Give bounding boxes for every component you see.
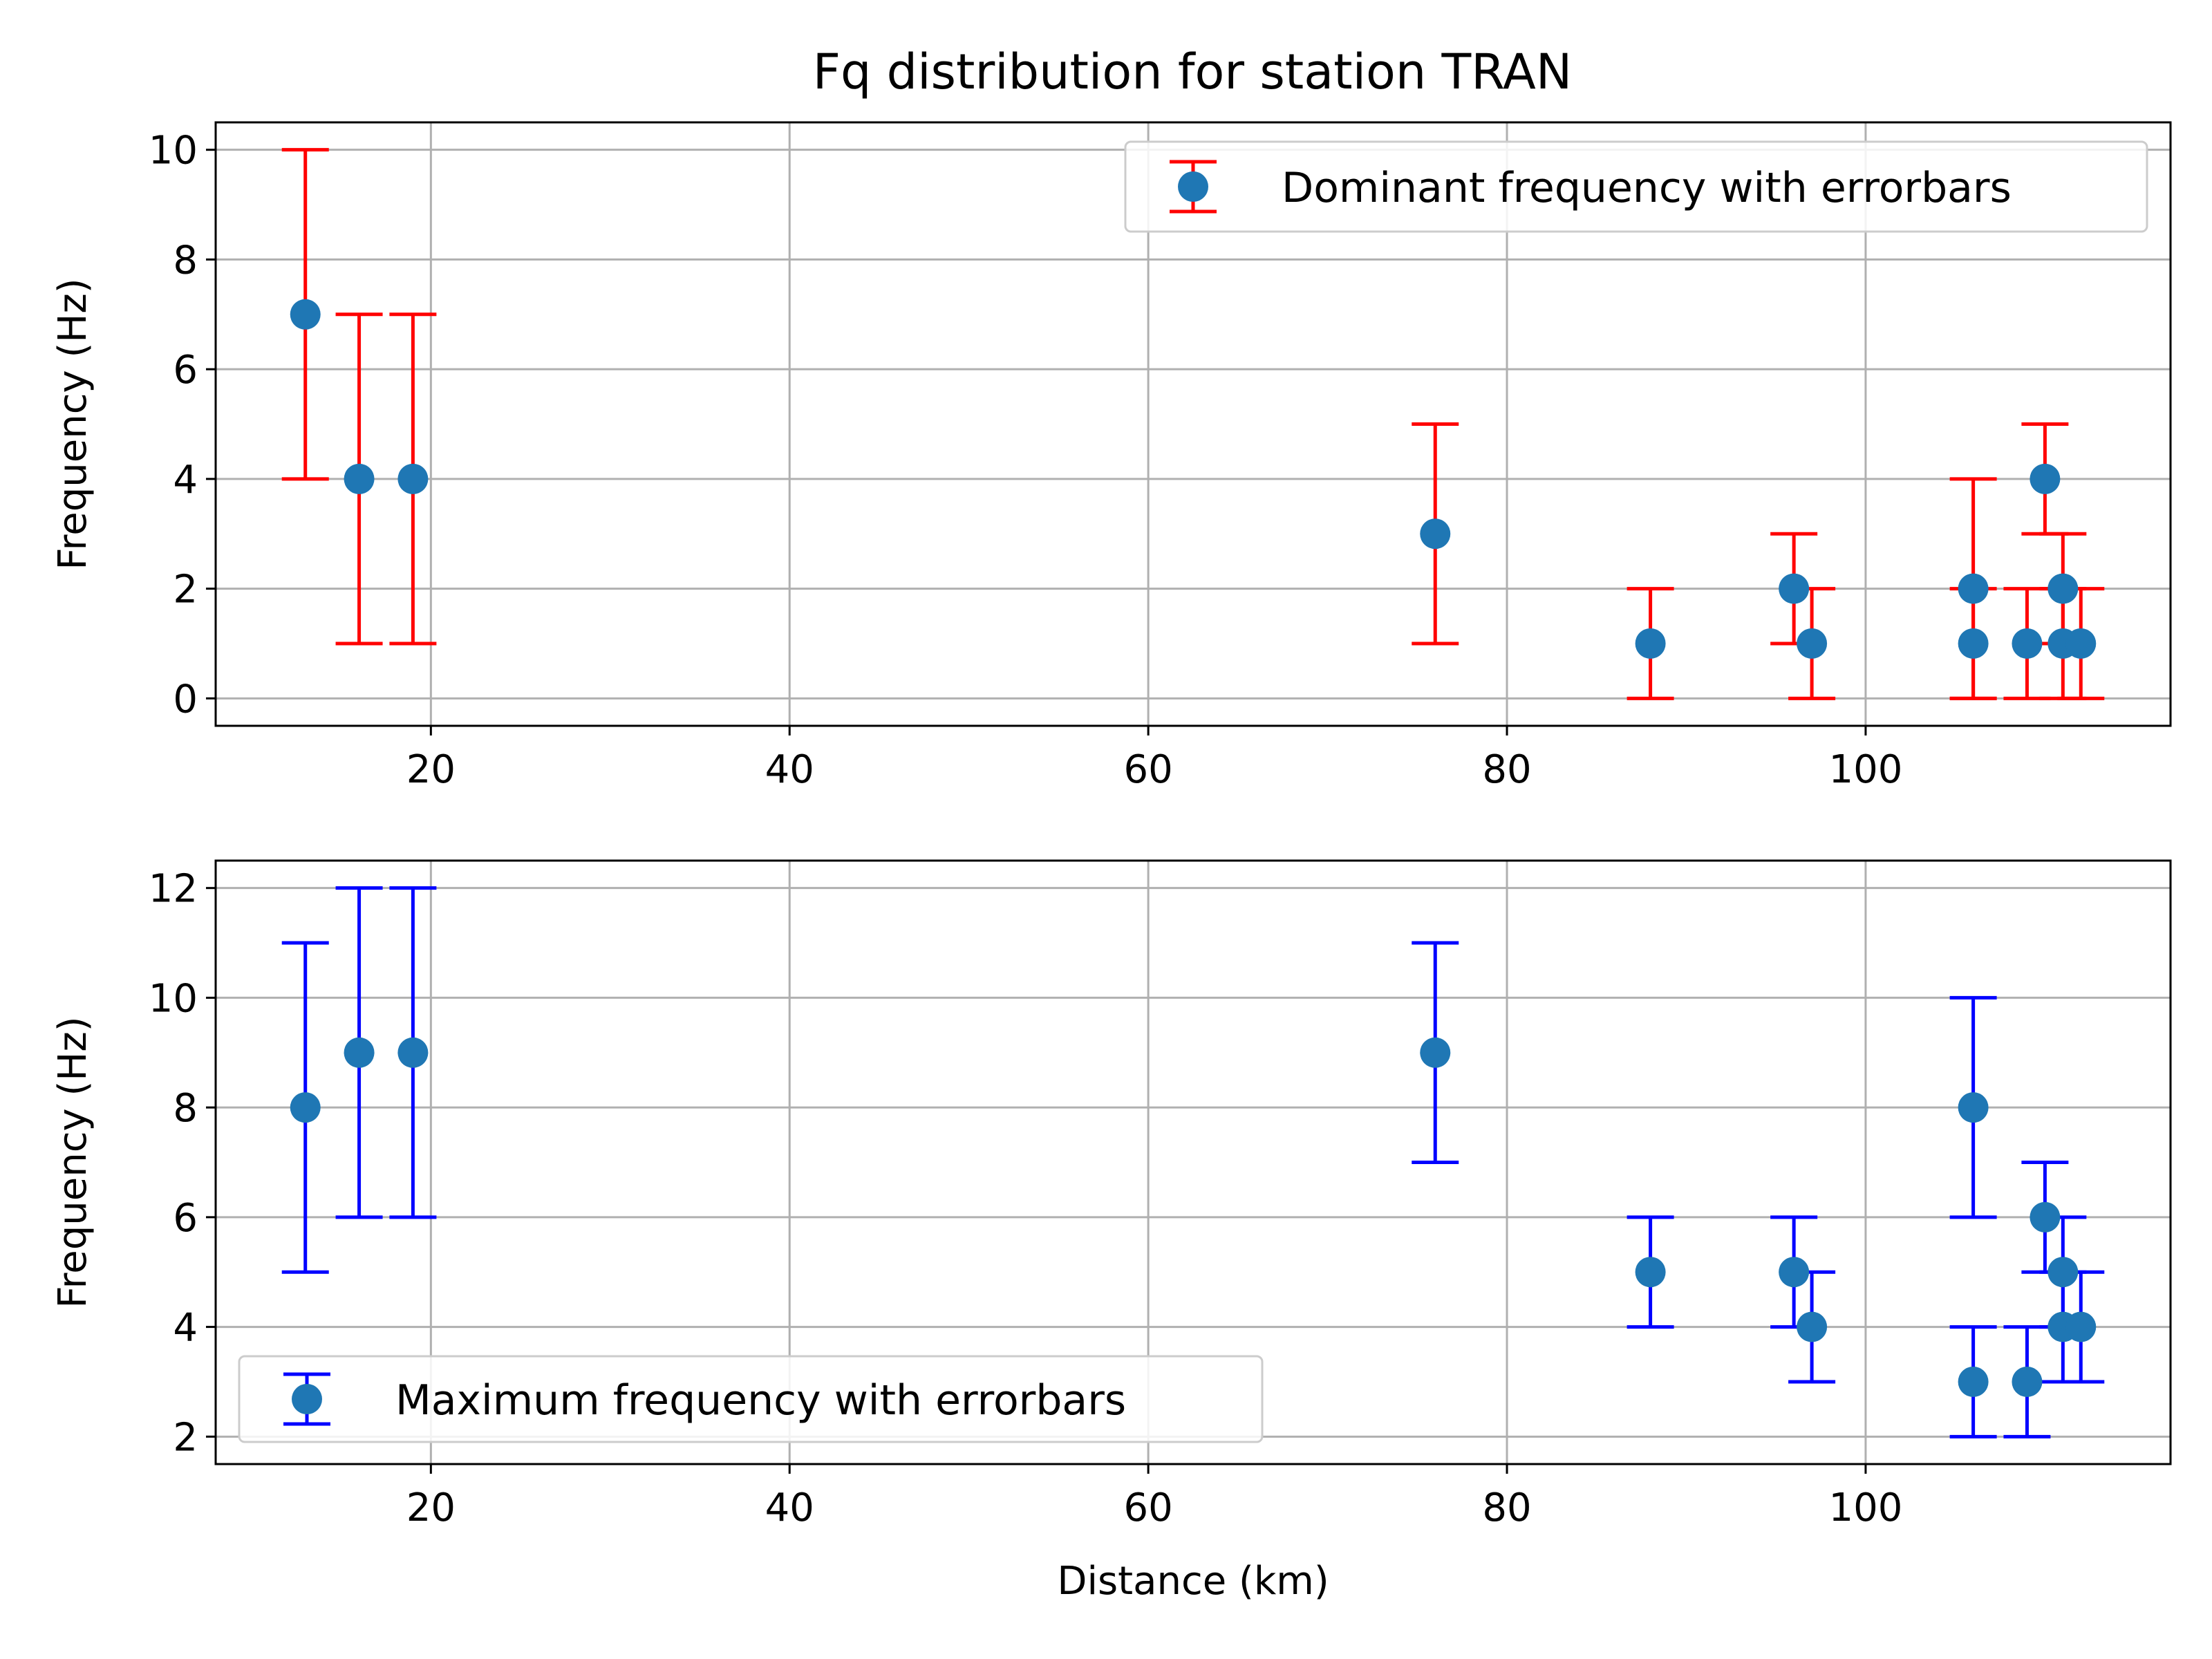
data-point xyxy=(397,1037,429,1068)
y-tick-label: 2 xyxy=(173,568,198,612)
y-tick-label: 10 xyxy=(149,129,198,174)
legend-marker xyxy=(292,1384,322,1414)
x-tick-label: 40 xyxy=(765,1485,814,1530)
data-point xyxy=(397,463,429,494)
y-tick-label: 0 xyxy=(173,677,198,722)
bottom-subplot: 20 40 60 80 100 2 4 6 8 10 12 Frequency (Hz) Distanc… xyxy=(50,859,2172,1604)
data-point xyxy=(1635,1257,1666,1288)
legend-marker xyxy=(1178,171,1208,202)
y-tick-label: 8 xyxy=(173,238,198,283)
legend-label: Maximum frequency with errorbars xyxy=(395,1376,1126,1425)
data-point xyxy=(2065,1311,2097,1342)
axes-frame xyxy=(214,121,2172,727)
data-point xyxy=(344,463,375,494)
x-tick-label: 20 xyxy=(406,1485,456,1530)
data-point xyxy=(1958,1092,1989,1123)
y-axis-label: Frequency (Hz) xyxy=(50,278,95,570)
legend-label: Dominant frequency with errorbars xyxy=(1282,164,2012,212)
data-point xyxy=(2047,573,2079,604)
y-tick-label: 4 xyxy=(173,458,198,503)
data-point xyxy=(2030,1201,2061,1232)
data-point xyxy=(1958,573,1989,604)
x-tick-label: 100 xyxy=(1828,747,1902,792)
data-point xyxy=(2012,628,2043,659)
data-point xyxy=(1420,1037,1451,1068)
figure-title: Fq distribution for station TRAN xyxy=(813,44,1573,100)
y-tick-label: 10 xyxy=(149,976,198,1021)
y-axis-label: Frequency (Hz) xyxy=(50,1016,95,1308)
data-point xyxy=(344,1037,375,1068)
x-tick-label: 60 xyxy=(1124,1485,1173,1530)
data-point xyxy=(1779,1257,1810,1288)
y-tick-label: 12 xyxy=(149,867,198,912)
data-point xyxy=(1797,628,1828,659)
y-tick-label: 8 xyxy=(173,1086,198,1131)
data-point xyxy=(2030,463,2061,494)
top-subplot: 20 40 60 80 100 0 2 4 6 8 10 Frequency (Hz) Dominant… xyxy=(50,121,2172,792)
data-point xyxy=(1420,518,1451,550)
x-tick-label: 40 xyxy=(765,747,814,792)
data-point xyxy=(2047,1257,2079,1288)
y-tick-label: 2 xyxy=(173,1415,198,1460)
y-tick-label: 6 xyxy=(173,348,198,393)
legend-box xyxy=(1124,140,2148,233)
data-point xyxy=(290,299,321,330)
data-point xyxy=(2012,1366,2043,1397)
axes-frame xyxy=(214,859,2172,1465)
x-tick-label: 20 xyxy=(406,747,456,792)
data-point xyxy=(290,1092,321,1123)
x-tick-label: 80 xyxy=(1482,747,1531,792)
legend-box xyxy=(238,1355,1264,1443)
data-point xyxy=(1797,1311,1828,1342)
y-tick-label: 6 xyxy=(173,1196,198,1241)
x-tick-label: 80 xyxy=(1482,1485,1531,1530)
data-point xyxy=(1779,573,1810,604)
data-point xyxy=(2065,628,2097,659)
x-axis-label: Distance (km) xyxy=(1057,1559,1329,1604)
data-point xyxy=(1958,628,1989,659)
data-point xyxy=(1635,628,1666,659)
y-tick-label: 4 xyxy=(173,1306,198,1351)
x-tick-label: 100 xyxy=(1828,1485,1902,1530)
data-point xyxy=(1958,1366,1989,1397)
x-tick-label: 60 xyxy=(1124,747,1173,792)
